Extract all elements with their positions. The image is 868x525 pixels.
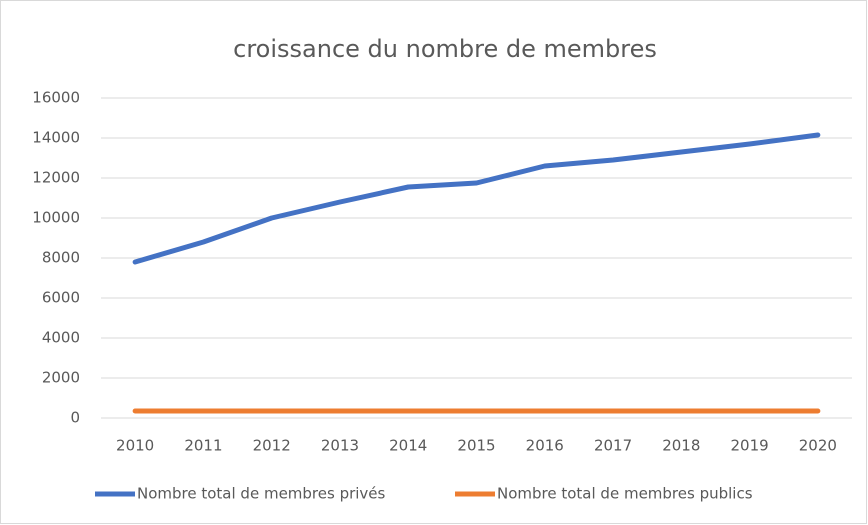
x-tick-label: 2018	[662, 437, 700, 455]
x-tick-label: 2011	[184, 437, 222, 455]
x-tick-label: 2020	[799, 437, 837, 455]
y-tick-label: 2000	[42, 369, 80, 387]
x-tick-label: 2015	[457, 437, 495, 455]
x-tick-label: 2014	[389, 437, 427, 455]
x-tick-label: 2010	[116, 437, 154, 455]
y-tick-label: 10000	[32, 209, 80, 227]
y-tick-label: 14000	[32, 129, 80, 147]
y-tick-label: 12000	[32, 169, 80, 187]
x-tick-label: 2013	[321, 437, 359, 455]
x-tick-label: 2017	[594, 437, 632, 455]
x-tick-label: 2012	[253, 437, 291, 455]
y-tick-label: 16000	[32, 89, 80, 107]
chart-title: croissance du nombre de membres	[233, 35, 657, 63]
x-tick-label: 2016	[526, 437, 564, 455]
legend-label: Nombre total de membres privés	[137, 485, 386, 503]
y-tick-label: 4000	[42, 329, 80, 347]
y-tick-label: 8000	[42, 249, 80, 267]
line-series	[132, 132, 821, 265]
y-tick-label: 6000	[42, 289, 80, 307]
legend-label: Nombre total de membres publics	[497, 485, 753, 503]
y-tick-label: 0	[70, 409, 80, 427]
x-tick-label: 2019	[730, 437, 768, 455]
